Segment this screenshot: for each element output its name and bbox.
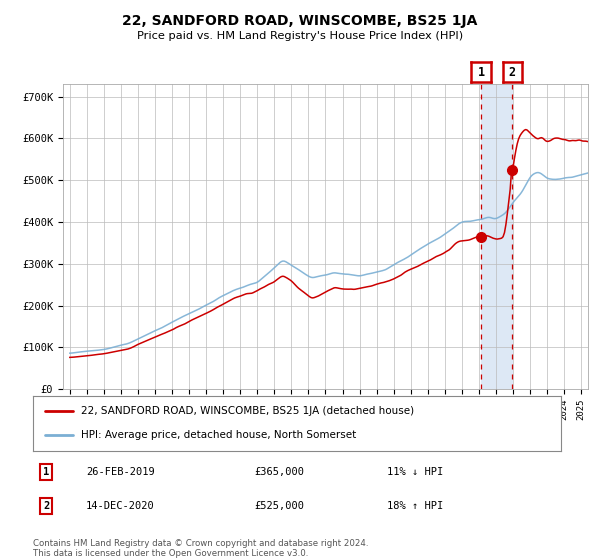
Text: 1: 1 bbox=[478, 66, 485, 79]
Text: Price paid vs. HM Land Registry's House Price Index (HPI): Price paid vs. HM Land Registry's House … bbox=[137, 31, 463, 41]
Text: 22, SANDFORD ROAD, WINSCOMBE, BS25 1JA: 22, SANDFORD ROAD, WINSCOMBE, BS25 1JA bbox=[122, 14, 478, 28]
Text: 11% ↓ HPI: 11% ↓ HPI bbox=[387, 466, 443, 477]
Bar bbox=[481, 84, 512, 389]
Text: £365,000: £365,000 bbox=[255, 466, 305, 477]
Text: £525,000: £525,000 bbox=[255, 501, 305, 511]
Text: 14-DEC-2020: 14-DEC-2020 bbox=[86, 501, 155, 511]
Text: 22, SANDFORD ROAD, WINSCOMBE, BS25 1JA (detached house): 22, SANDFORD ROAD, WINSCOMBE, BS25 1JA (… bbox=[80, 407, 413, 416]
Text: 1: 1 bbox=[43, 466, 49, 477]
Text: HPI: Average price, detached house, North Somerset: HPI: Average price, detached house, Nort… bbox=[80, 431, 356, 440]
Text: 2: 2 bbox=[509, 66, 516, 79]
Text: 2: 2 bbox=[43, 501, 49, 511]
Text: 18% ↑ HPI: 18% ↑ HPI bbox=[387, 501, 443, 511]
Text: 26-FEB-2019: 26-FEB-2019 bbox=[86, 466, 155, 477]
Text: Contains HM Land Registry data © Crown copyright and database right 2024.
This d: Contains HM Land Registry data © Crown c… bbox=[33, 539, 368, 558]
